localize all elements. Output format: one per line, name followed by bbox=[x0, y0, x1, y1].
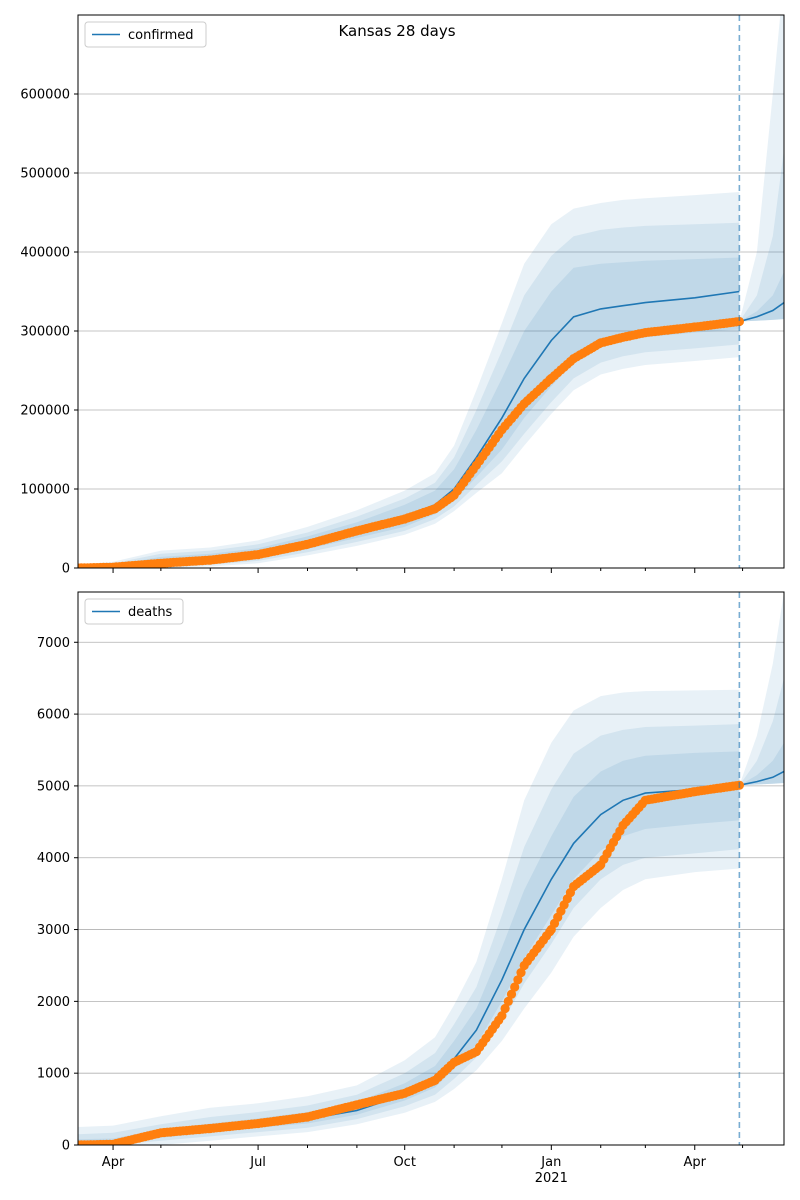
forecast-line bbox=[739, 770, 784, 786]
observed-point bbox=[516, 968, 526, 978]
observed-point bbox=[506, 989, 517, 999]
chart-title: Kansas 28 days bbox=[338, 22, 455, 40]
observed-point bbox=[497, 1011, 507, 1021]
uncertainty-band bbox=[78, 751, 740, 1145]
forecast-band bbox=[739, 678, 784, 786]
legend-label: confirmed bbox=[128, 28, 194, 43]
legend-box bbox=[84, 21, 207, 48]
plot-area bbox=[78, 15, 784, 568]
y-tick-label: 3000 bbox=[37, 923, 70, 938]
y-tick-label: 6000 bbox=[37, 708, 70, 723]
x-tick-year-label: 2021 bbox=[535, 1171, 568, 1186]
uncertainty-band bbox=[78, 257, 740, 568]
x-tick-label: Jul bbox=[249, 1155, 266, 1170]
deaths-panel: 0 1000 2000 3000 4000 5000 6000 7000 Apr Jul Oct Ja… bbox=[37, 591, 785, 1186]
y-tick-label: 2000 bbox=[37, 995, 70, 1010]
y-tick-label: 500000 bbox=[20, 167, 70, 182]
x-tick-label: Apr bbox=[102, 1155, 125, 1170]
y-tick-label: 7000 bbox=[37, 636, 70, 651]
x-tick-label: Apr bbox=[684, 1155, 707, 1170]
legend-box bbox=[84, 598, 184, 625]
plot-area bbox=[78, 592, 784, 1145]
axes-frame bbox=[77, 591, 785, 1146]
uncertainty-band bbox=[78, 724, 740, 1145]
y-tick-label: 1000 bbox=[37, 1067, 70, 1082]
forecast-band bbox=[739, 271, 784, 322]
legend: deaths bbox=[84, 598, 184, 625]
y-tick-label: 100000 bbox=[20, 483, 70, 498]
observed-point bbox=[503, 996, 513, 1007]
uncertainty-band bbox=[78, 192, 740, 568]
forecast-line bbox=[739, 301, 784, 323]
x-tick-label: Oct bbox=[393, 1155, 415, 1170]
observed-point bbox=[734, 316, 745, 327]
y-tick-label: 4000 bbox=[37, 851, 70, 866]
y-tick-label: 400000 bbox=[20, 246, 70, 261]
uncertainty-band bbox=[78, 689, 740, 1145]
y-tick-label: 600000 bbox=[20, 88, 70, 103]
forecast-band bbox=[739, 592, 784, 786]
confirmed-panel: 0 100000 200000 300000 400000 500000 600000 con… bbox=[20, 14, 785, 577]
uncertainty-band bbox=[78, 222, 740, 568]
y-tick-label: 0 bbox=[62, 562, 70, 577]
forecast-band bbox=[739, 742, 784, 786]
forecast-band bbox=[739, 149, 784, 322]
y-tick-label: 200000 bbox=[20, 404, 70, 419]
y-tick-label: 5000 bbox=[37, 779, 70, 794]
legend-label: deaths bbox=[128, 605, 173, 620]
forecast-band bbox=[739, 15, 784, 322]
observed-point bbox=[500, 1003, 510, 1014]
y-tick-label: 0 bbox=[62, 1139, 70, 1154]
axes-frame bbox=[77, 14, 785, 569]
observed-point bbox=[513, 975, 523, 985]
legend: confirmed bbox=[84, 21, 207, 48]
x-tick-label: Jan bbox=[540, 1155, 561, 1170]
observed-point bbox=[510, 982, 520, 992]
y-tick-label: 300000 bbox=[20, 325, 70, 340]
